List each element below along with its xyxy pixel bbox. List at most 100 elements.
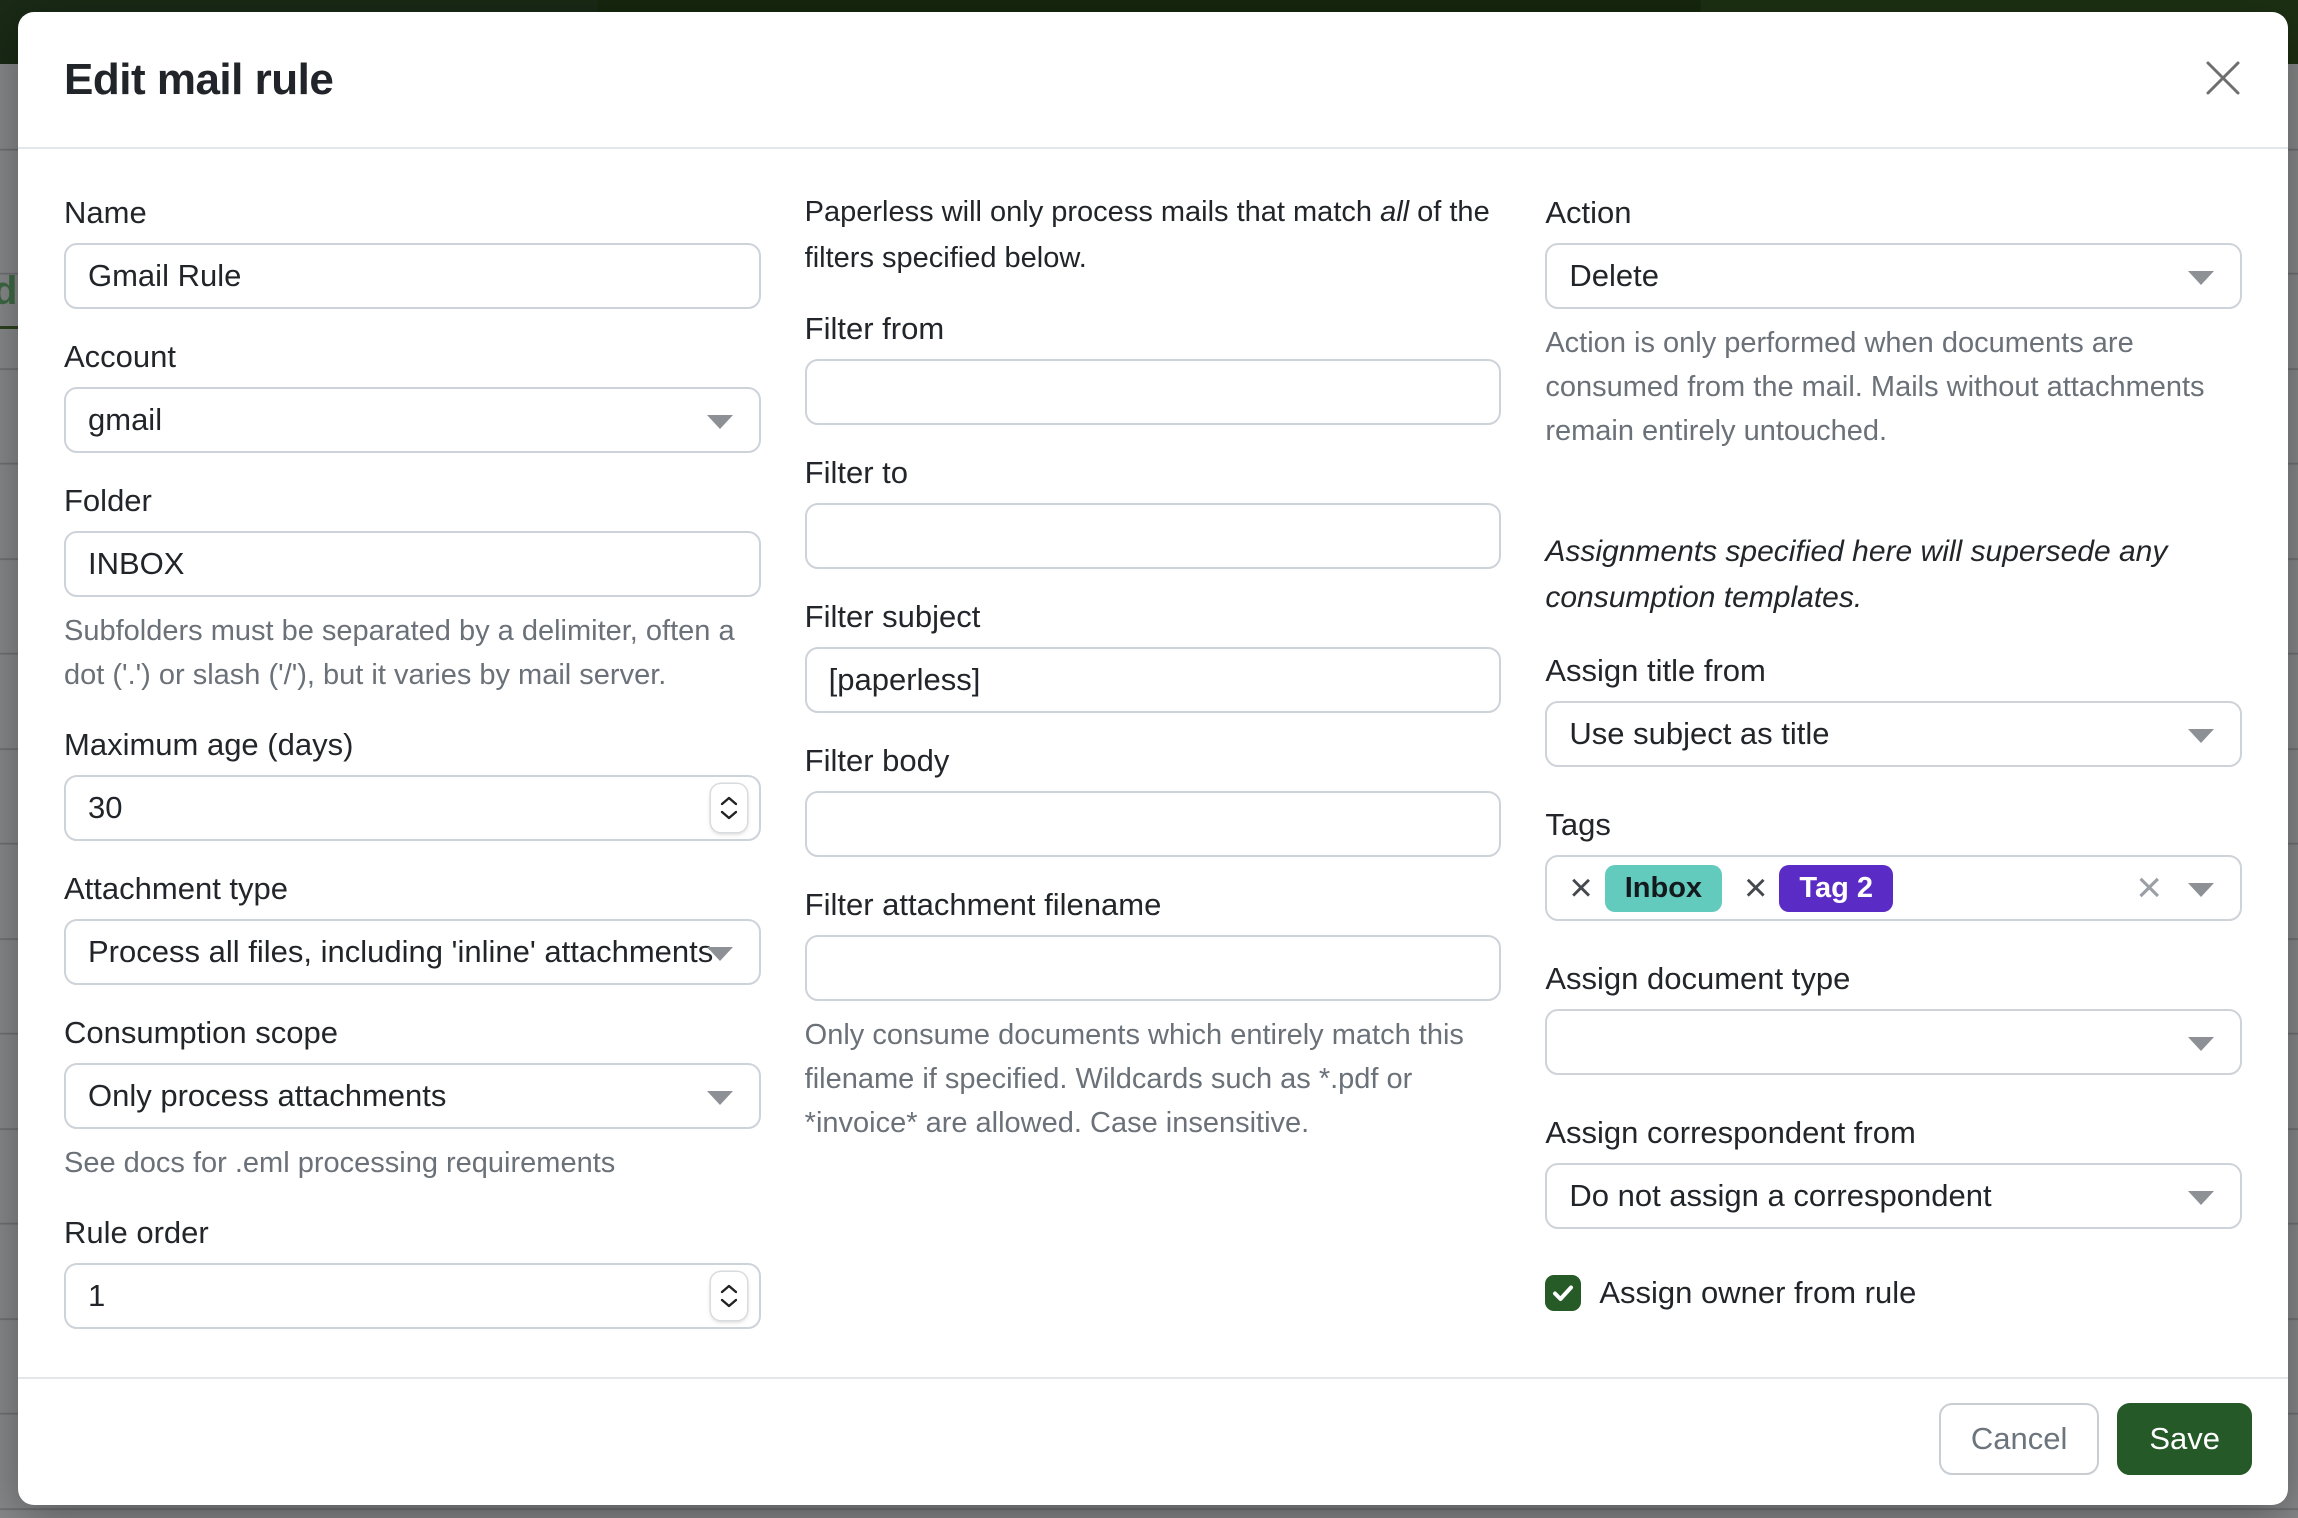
rule-order-stepper[interactable] bbox=[710, 1272, 747, 1320]
tag-pill-inbox: Inbox bbox=[1604, 864, 1723, 912]
doc-type-label: Assign document type bbox=[1545, 961, 1851, 996]
filter-from-input[interactable] bbox=[804, 359, 1502, 425]
assign-title-selected-value: Use subject as title bbox=[1569, 716, 1830, 751]
rule-order-field: Rule order bbox=[64, 1215, 761, 1329]
account-select[interactable]: gmail bbox=[64, 387, 761, 453]
assign-owner-label: Assign owner from rule bbox=[1599, 1275, 1917, 1310]
consumption-scope-selected-value: Only process attachments bbox=[88, 1078, 447, 1113]
name-label: Name bbox=[64, 195, 147, 230]
filter-to-label: Filter to bbox=[804, 455, 909, 490]
max-age-field: Maximum age (days) bbox=[64, 727, 761, 841]
correspondent-selected-value: Do not assign a correspondent bbox=[1569, 1178, 1992, 1213]
attachment-type-field: Attachment type Process all files, inclu… bbox=[64, 871, 761, 985]
chevron-up-icon bbox=[720, 1284, 737, 1294]
chevron-down-icon bbox=[2188, 729, 2215, 743]
max-age-label: Maximum age (days) bbox=[64, 727, 354, 762]
close-button[interactable] bbox=[2200, 56, 2246, 102]
chevron-down-icon bbox=[2188, 1037, 2215, 1051]
chevron-down-icon bbox=[2188, 883, 2215, 897]
filter-from-field: Filter from bbox=[804, 311, 1502, 425]
folder-label: Folder bbox=[64, 483, 152, 518]
dialog-header: Edit mail rule bbox=[18, 12, 2288, 149]
background-link-fragment: d bbox=[0, 269, 18, 313]
filter-filename-label: Filter attachment filename bbox=[804, 887, 1162, 922]
background-row-divider bbox=[0, 326, 18, 329]
filter-subject-field: Filter subject bbox=[804, 599, 1502, 713]
filter-subject-label: Filter subject bbox=[804, 599, 981, 634]
folder-input[interactable] bbox=[64, 531, 761, 597]
action-field: Action Delete Action is only performed w… bbox=[1545, 195, 2243, 453]
save-button[interactable]: Save bbox=[2117, 1403, 2252, 1475]
column-general: Name Account gmail Folder Subfolders mus… bbox=[64, 195, 761, 1377]
account-label: Account bbox=[64, 339, 177, 374]
assign-title-field: Assign title from Use subject as title bbox=[1545, 653, 2243, 767]
assign-owner-row: Assign owner from rule bbox=[1545, 1275, 2242, 1311]
dialog-body: Name Account gmail Folder Subfolders mus… bbox=[18, 149, 2288, 1377]
assign-title-label: Assign title from bbox=[1545, 653, 1766, 688]
attachment-type-selected-value: Process all files, including 'inline' at… bbox=[88, 934, 714, 969]
rule-order-input[interactable] bbox=[64, 1263, 761, 1329]
rule-order-label: Rule order bbox=[64, 1215, 209, 1250]
attachment-type-select[interactable]: Process all files, including 'inline' at… bbox=[64, 919, 761, 985]
chevron-down-icon bbox=[2188, 1191, 2215, 1205]
doc-type-field: Assign document type bbox=[1545, 961, 2243, 1075]
filter-filename-input[interactable] bbox=[804, 935, 1502, 1001]
check-icon bbox=[1553, 1285, 1574, 1301]
remove-tag-icon[interactable]: × bbox=[1744, 866, 1768, 910]
filter-body-field: Filter body bbox=[804, 743, 1502, 857]
folder-field: Folder Subfolders must be separated by a… bbox=[64, 483, 761, 697]
dialog-footer: Cancel Save bbox=[18, 1377, 2288, 1505]
max-age-input[interactable] bbox=[64, 775, 761, 841]
close-icon bbox=[2202, 57, 2244, 102]
name-field: Name bbox=[64, 195, 761, 309]
consumption-scope-label: Consumption scope bbox=[64, 1015, 338, 1050]
filter-subject-input[interactable] bbox=[804, 647, 1502, 713]
filter-to-input[interactable] bbox=[804, 503, 1502, 569]
correspondent-label: Assign correspondent from bbox=[1545, 1115, 1916, 1150]
tag-pill-tag2: Tag 2 bbox=[1779, 864, 1893, 912]
action-selected-value: Delete bbox=[1569, 258, 1659, 293]
action-help-text: Action is only performed when documents … bbox=[1545, 327, 2205, 447]
filter-body-label: Filter body bbox=[804, 743, 950, 778]
chevron-down-icon bbox=[706, 1091, 733, 1105]
max-age-stepper[interactable] bbox=[710, 784, 747, 832]
dialog-title: Edit mail rule bbox=[64, 54, 334, 104]
chevron-down-icon bbox=[720, 1298, 737, 1308]
chevron-down-icon bbox=[720, 810, 737, 820]
tags-label: Tags bbox=[1545, 807, 1611, 842]
account-field: Account gmail bbox=[64, 339, 761, 453]
filter-to-field: Filter to bbox=[804, 455, 1502, 569]
remove-tag-icon[interactable]: × bbox=[1569, 866, 1593, 910]
correspondent-field: Assign correspondent from Do not assign … bbox=[1545, 1115, 2243, 1229]
chevron-down-icon bbox=[706, 947, 733, 961]
folder-help-text: Subfolders must be separated by a delimi… bbox=[64, 615, 735, 691]
consumption-scope-field: Consumption scope Only process attachmen… bbox=[64, 1015, 761, 1185]
edit-mail-rule-dialog: Edit mail rule Name Account gmail Folder bbox=[18, 12, 2288, 1505]
chevron-up-icon bbox=[720, 796, 737, 806]
assign-owner-checkbox[interactable] bbox=[1545, 1275, 1582, 1311]
column-filters: Paperless will only process mails that m… bbox=[804, 195, 1502, 1377]
consumption-scope-select[interactable]: Only process attachments bbox=[64, 1063, 761, 1129]
filter-filename-field: Filter attachment filename Only consume … bbox=[804, 887, 1502, 1145]
consumption-scope-help-text: See docs for .eml processing requirement… bbox=[64, 1147, 616, 1179]
tags-multiselect[interactable]: × Inbox × Tag 2 × bbox=[1545, 855, 2243, 921]
chevron-down-icon bbox=[2188, 271, 2215, 285]
column-actions: Action Delete Action is only performed w… bbox=[1545, 195, 2243, 1377]
assignments-note: Assignments specified here will supersed… bbox=[1545, 535, 2168, 614]
filter-body-input[interactable] bbox=[804, 791, 1502, 857]
doc-type-select[interactable] bbox=[1545, 1009, 2243, 1075]
filters-intro-text: Paperless will only process mails that m… bbox=[804, 196, 1490, 274]
cancel-button[interactable]: Cancel bbox=[1938, 1403, 2100, 1475]
action-label: Action bbox=[1545, 195, 1632, 230]
correspondent-select[interactable]: Do not assign a correspondent bbox=[1545, 1163, 2243, 1229]
clear-tags-icon[interactable]: × bbox=[2136, 863, 2163, 912]
name-input[interactable] bbox=[64, 243, 761, 309]
chevron-down-icon bbox=[706, 415, 733, 429]
filter-from-label: Filter from bbox=[804, 311, 945, 346]
attachment-type-label: Attachment type bbox=[64, 871, 289, 906]
action-select[interactable]: Delete bbox=[1545, 243, 2243, 309]
account-selected-value: gmail bbox=[88, 402, 163, 437]
filter-filename-help-text: Only consume documents which entirely ma… bbox=[804, 1019, 1464, 1139]
assign-title-select[interactable]: Use subject as title bbox=[1545, 701, 2243, 767]
tags-field: Tags × Inbox × Tag 2 × bbox=[1545, 807, 2243, 921]
